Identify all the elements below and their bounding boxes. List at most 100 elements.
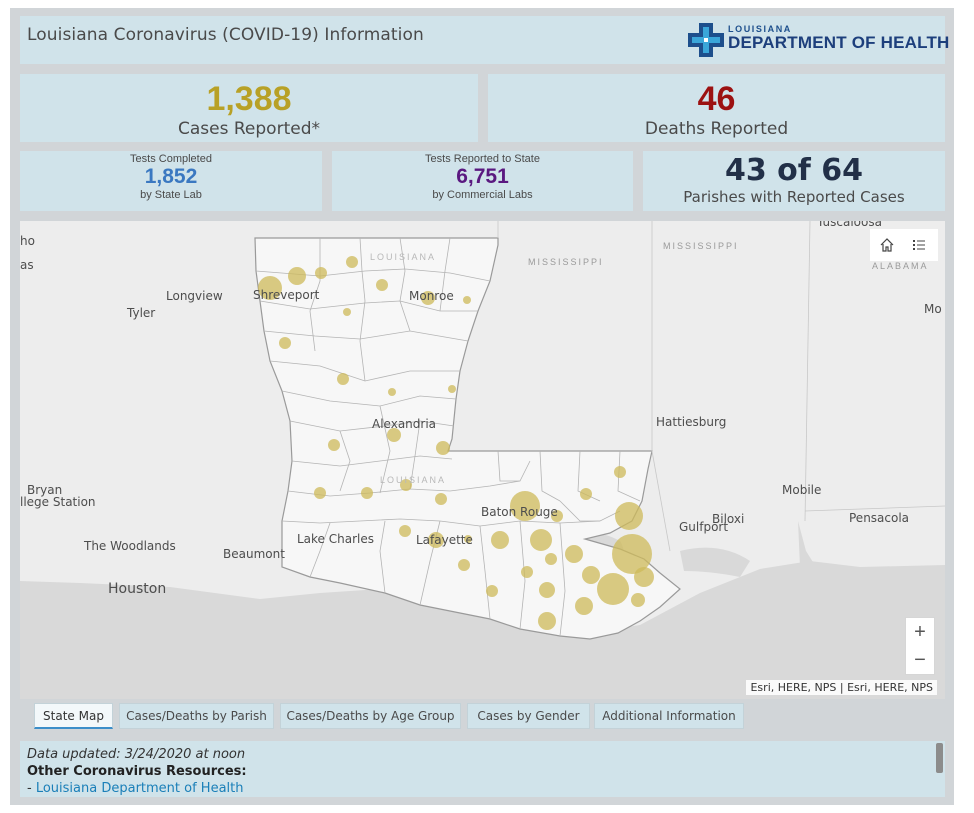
case-bubble[interactable]: [428, 532, 444, 548]
case-bubble[interactable]: [421, 291, 435, 305]
tab-cases-by-gender[interactable]: Cases by Gender: [467, 703, 590, 729]
tab-bar: State Map Cases/Deaths by Parish Cases/D…: [20, 699, 945, 731]
case-bubble[interactable]: [399, 525, 411, 537]
case-bubble[interactable]: [258, 276, 282, 300]
page-title: Louisiana Coronavirus (COVID-19) Informa…: [27, 25, 424, 45]
ldh-logo: LOUISIANA DEPARTMENT OF HEALTH: [688, 21, 949, 59]
case-bubble[interactable]: [328, 439, 340, 451]
dashboard-header: Louisiana Coronavirus (COVID-19) Informa…: [20, 16, 949, 64]
info-panel: Data updated: 3/24/2020 at noon Other Co…: [20, 741, 945, 797]
city-label-baton-rouge: Baton Rouge: [481, 505, 558, 519]
state-label-louisiana: LOUISIANA: [380, 475, 447, 485]
case-bubble[interactable]: [597, 573, 629, 605]
city-label-tyler: Tyler: [127, 306, 156, 320]
case-bubble[interactable]: [464, 535, 472, 543]
city-label-pensacola: Pensacola: [849, 511, 910, 525]
case-bubble[interactable]: [376, 279, 388, 291]
map-attribution: Esri, HERE, NPS | Esri, HERE, NPS: [746, 680, 937, 695]
case-bubble[interactable]: [521, 566, 533, 578]
case-bubble[interactable]: [615, 502, 643, 530]
city-label-houston: Houston: [108, 581, 167, 597]
case-bubble[interactable]: [565, 545, 583, 563]
city-label-college-station: llege Station: [20, 495, 96, 509]
case-bubbles: [258, 256, 654, 630]
case-bubble[interactable]: [551, 510, 563, 522]
info-scrollbar[interactable]: [936, 743, 943, 773]
state-map[interactable]: MISSISSIPPI MISSISSIPPI ALABAMA LOUISIAN…: [20, 221, 945, 699]
state-tests-card: Tests Completed 1,852 by State Lab: [20, 151, 322, 211]
city-label-tuscaloosa: Tuscaloosa: [817, 221, 882, 229]
case-bubble[interactable]: [343, 308, 351, 316]
city-label-shreveport: Shreveport: [253, 288, 320, 302]
case-bubble[interactable]: [580, 488, 592, 500]
case-bubble[interactable]: [361, 487, 373, 499]
case-bubble[interactable]: [315, 267, 327, 279]
home-icon: [880, 238, 894, 252]
case-bubble[interactable]: [491, 531, 509, 549]
commercial-tests-value: 6,751: [456, 165, 509, 188]
state-boundaries: [497, 221, 945, 552]
case-bubble[interactable]: [612, 534, 652, 574]
city-label-lake-charles: Lake Charles: [297, 532, 374, 546]
case-bubble[interactable]: [582, 566, 600, 584]
map-canvas: [20, 221, 945, 699]
home-button[interactable]: [874, 233, 900, 257]
case-bubble[interactable]: [337, 373, 349, 385]
zoom-out-button[interactable]: −: [914, 649, 926, 671]
case-bubble[interactable]: [575, 597, 593, 615]
city-label-hattiesburg: Hattiesburg: [656, 415, 727, 429]
louisiana-outline: [254, 237, 681, 640]
case-bubble[interactable]: [486, 585, 498, 597]
case-bubble[interactable]: [463, 296, 471, 304]
zoom-in-button[interactable]: +: [914, 621, 926, 643]
city-label-monroe: Monroe: [409, 289, 454, 303]
case-bubble[interactable]: [538, 612, 556, 630]
case-bubble[interactable]: [436, 441, 450, 455]
case-bubble[interactable]: [634, 567, 654, 587]
case-bubble[interactable]: [346, 256, 358, 268]
case-bubble[interactable]: [279, 337, 291, 349]
parishes-label: Parishes with Reported Cases: [683, 188, 905, 206]
case-bubble[interactable]: [388, 388, 396, 396]
legend-button[interactable]: [906, 233, 932, 257]
city-label-alexandria: Alexandria: [372, 417, 437, 431]
tab-additional-information[interactable]: Additional Information: [594, 703, 744, 729]
case-bubble[interactable]: [530, 529, 552, 551]
zoom-control: + −: [905, 617, 935, 675]
tab-state-map[interactable]: State Map: [34, 703, 113, 729]
logo-department-text: DEPARTMENT OF HEALTH: [728, 33, 950, 52]
list-bullet: -: [27, 781, 36, 796]
case-bubble[interactable]: [545, 553, 557, 565]
state-label-mississippi: MISSISSIPPI: [528, 257, 604, 267]
parishes-value: 43 of 64: [724, 153, 864, 188]
city-label-lafayette: Lafayette: [416, 533, 473, 547]
city-label-partial: as: [20, 258, 34, 272]
ldh-link[interactable]: Louisiana Department of Health: [35, 781, 244, 796]
city-label-beaumont: Beaumont: [223, 547, 285, 561]
deaths-value: 46: [697, 80, 736, 118]
legend-list-icon: [913, 240, 925, 250]
case-bubble[interactable]: [314, 487, 326, 499]
state-label-mississippi: MISSISSIPPI: [663, 241, 739, 251]
case-bubble[interactable]: [510, 491, 540, 521]
case-bubble[interactable]: [448, 385, 456, 393]
city-label-gulfport: Gulfport: [679, 520, 729, 534]
cases-label: Cases Reported*: [178, 119, 320, 139]
case-bubble[interactable]: [539, 582, 555, 598]
case-bubble[interactable]: [387, 428, 401, 442]
commercial-tests-sublabel: by Commercial Labs: [432, 189, 533, 201]
case-bubble[interactable]: [614, 466, 626, 478]
map-toolbar: [870, 229, 938, 261]
case-bubble[interactable]: [435, 493, 447, 505]
mobile-bay: [798, 521, 816, 567]
tab-cases-deaths-by-parish[interactable]: Cases/Deaths by Parish: [119, 703, 274, 729]
ldh-cross-logo-icon: [688, 23, 724, 57]
case-bubble[interactable]: [288, 267, 306, 285]
case-bubble[interactable]: [631, 593, 645, 607]
case-bubble[interactable]: [458, 559, 470, 571]
case-bubble[interactable]: [400, 479, 412, 491]
state-tests-sublabel: by State Lab: [140, 189, 202, 201]
tab-cases-deaths-by-age-group[interactable]: Cases/Deaths by Age Group: [280, 703, 461, 729]
city-label-bryan: Bryan: [27, 483, 63, 497]
mississippi-sound: [680, 547, 750, 577]
